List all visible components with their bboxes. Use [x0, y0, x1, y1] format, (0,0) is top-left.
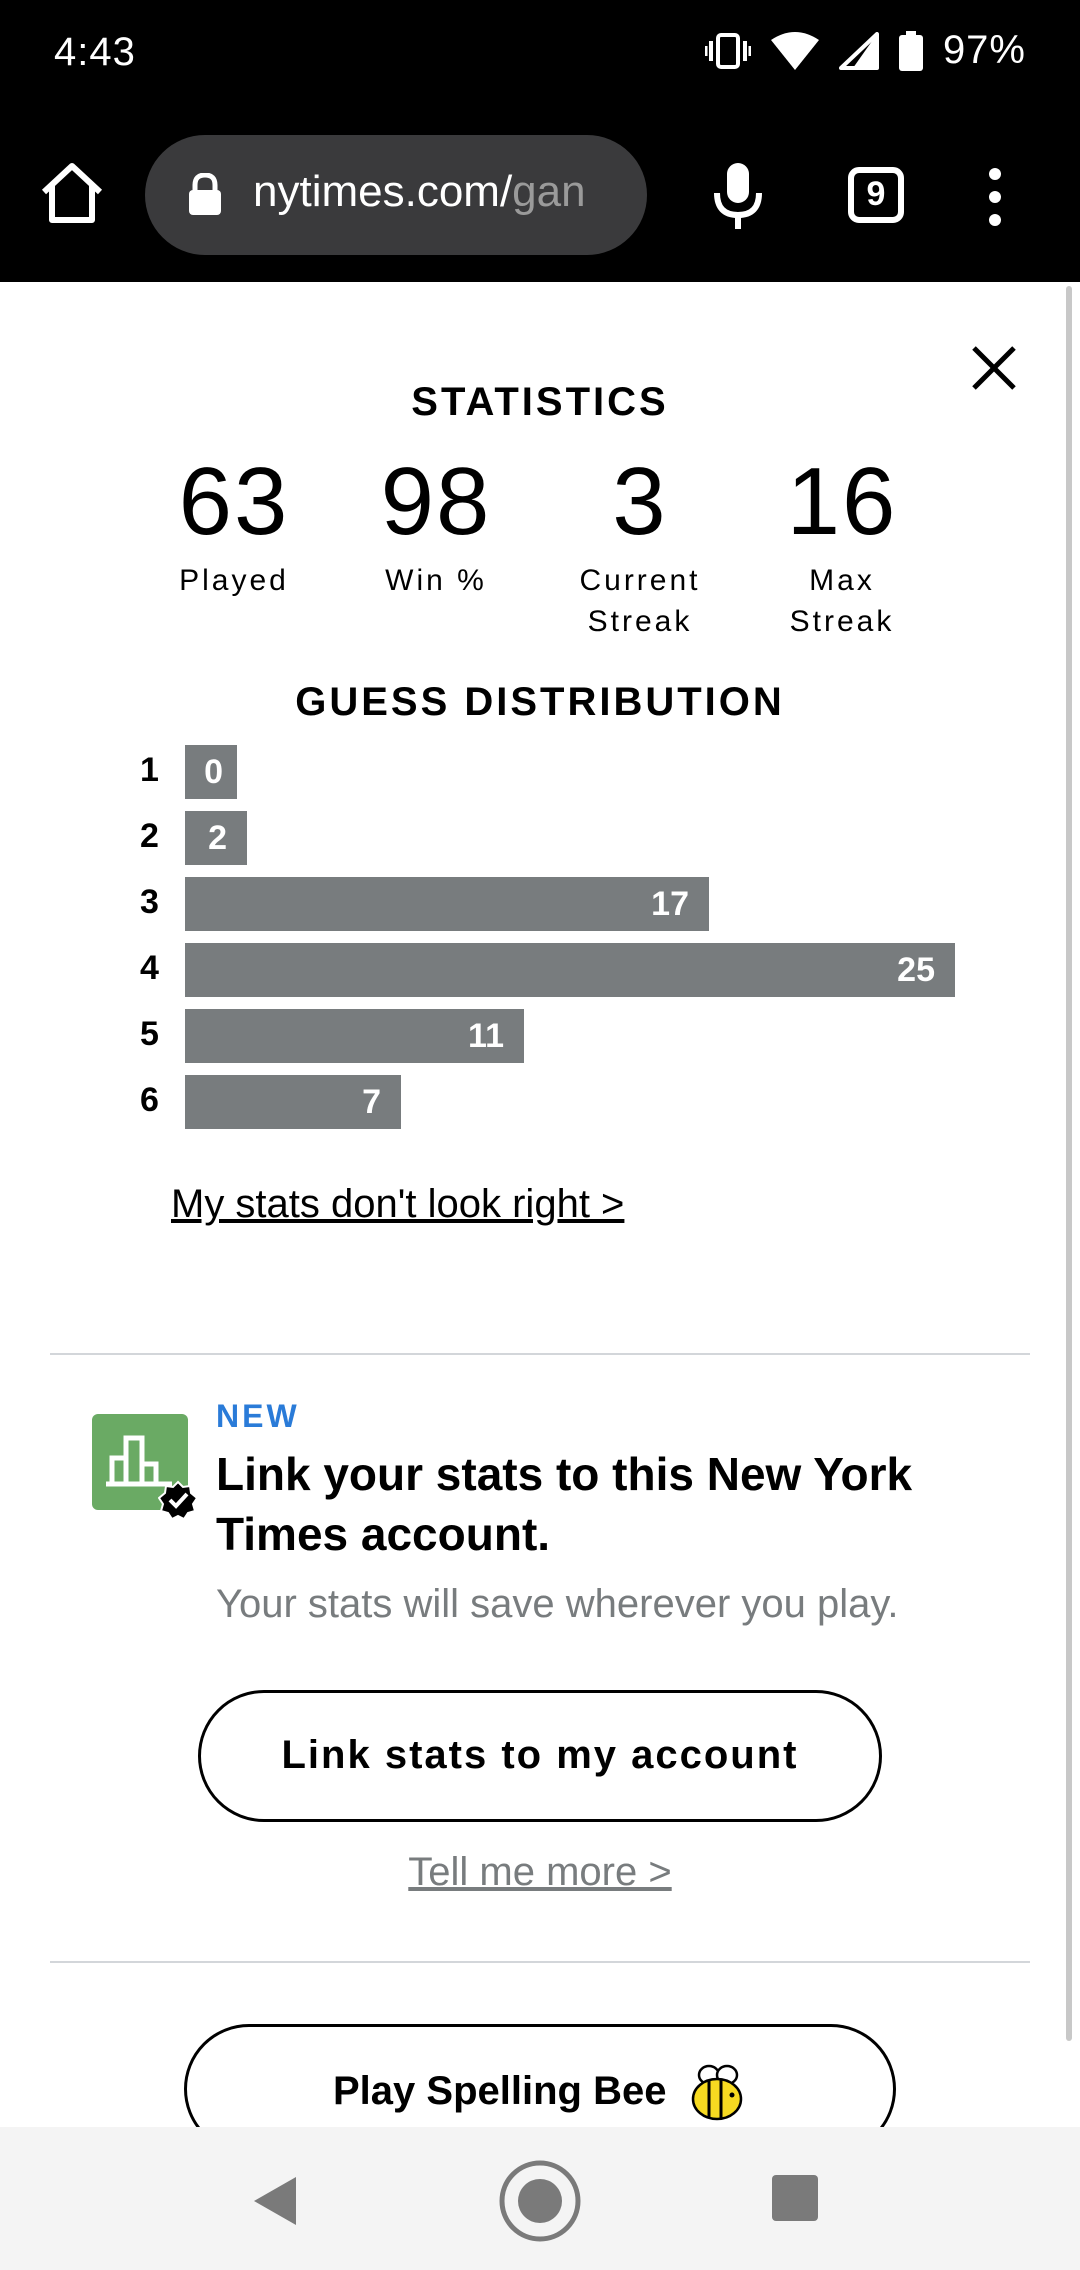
stat-win-percent: 98 Win %	[336, 452, 536, 601]
section-divider	[50, 1961, 1030, 1963]
status-icons: 97%	[704, 28, 1026, 73]
back-icon[interactable]	[252, 2175, 298, 2227]
guess-number: 2	[140, 817, 159, 855]
distribution-row: 1 0	[140, 745, 980, 799]
stat-value: 63	[178, 448, 290, 555]
status-time: 4:43	[54, 30, 136, 74]
new-badge: NEW	[216, 1398, 300, 1434]
distribution-row: 5 11	[140, 1009, 980, 1063]
link-stats-button[interactable]: Link stats to my account	[198, 1690, 882, 1822]
more-menu-icon[interactable]	[980, 167, 1010, 227]
stat-value: 16	[786, 448, 898, 555]
signal-icon	[838, 31, 879, 70]
recent-apps-icon[interactable]	[772, 2175, 818, 2221]
distribution-row: 3 17	[140, 877, 980, 931]
battery-icon	[898, 30, 923, 71]
stat-played: 63 Played	[134, 452, 334, 601]
close-icon[interactable]	[968, 342, 1020, 394]
guess-number: 3	[140, 883, 159, 921]
tell-me-more-link[interactable]: Tell me more >	[408, 1850, 672, 1894]
play-spelling-bee-button[interactable]: Play Spelling Bee	[184, 2024, 896, 2127]
statistics-modal: STATISTICS 63 Played 98 Win % 3 Current S…	[0, 282, 1080, 2127]
stat-label-line1: Max	[809, 564, 875, 597]
vibrate-icon	[704, 32, 751, 69]
stats-problem-link[interactable]: My stats don't look right >	[171, 1182, 625, 1226]
bee-icon	[691, 2064, 743, 2121]
distribution-bar: 0	[185, 745, 237, 799]
distribution-row: 6 7	[140, 1075, 980, 1129]
statistics-heading: STATISTICS	[411, 380, 669, 424]
home-circle-icon[interactable]	[498, 2159, 582, 2243]
guess-number: 1	[140, 751, 159, 789]
url-domain: nytimes.com/	[253, 167, 513, 216]
verified-check-icon	[158, 1480, 198, 1520]
stat-label: Win %	[385, 564, 487, 597]
wifi-icon	[770, 31, 819, 70]
guess-number: 5	[140, 1015, 159, 1053]
system-navigation-bar	[0, 2127, 1080, 2270]
tab-switcher-button[interactable]: 9	[848, 167, 904, 223]
url-bar[interactable]: nytimes.com/gan	[145, 135, 647, 255]
url-path: gan	[512, 167, 586, 216]
distribution-bar: 2	[185, 811, 247, 865]
scrollbar[interactable]	[1066, 286, 1072, 2041]
stat-value: 98	[380, 448, 492, 555]
battery-percentage: 97%	[942, 28, 1026, 72]
distribution-bar: 7	[185, 1075, 401, 1129]
stat-label: Max Streak	[742, 560, 942, 642]
section-divider	[50, 1353, 1030, 1355]
stat-label: Played	[179, 564, 289, 597]
stat-label-line2: Streak	[789, 605, 895, 638]
lock-icon	[189, 173, 221, 215]
distribution-row: 2 2	[140, 811, 980, 865]
stat-label-line2: Streak	[587, 605, 693, 638]
stat-current-streak: 3 Current Streak	[540, 452, 740, 642]
guess-number: 6	[140, 1081, 159, 1119]
guess-distribution-heading: GUESS DISTRIBUTION	[295, 680, 785, 724]
distribution-bar: 25	[185, 943, 955, 997]
spelling-bee-label: Play Spelling Bee	[333, 2069, 667, 2113]
promo-heading: Link your stats to this New York Times a…	[216, 1448, 913, 1560]
microphone-icon[interactable]	[712, 161, 764, 231]
stat-label-line1: Current	[579, 564, 701, 597]
guess-number: 4	[140, 949, 159, 987]
url-text: nytimes.com/gan	[253, 167, 586, 217]
distribution-bar: 11	[185, 1009, 524, 1063]
distribution-row: 4 25	[140, 943, 980, 997]
stat-value: 3	[612, 448, 668, 555]
home-icon[interactable]	[38, 160, 106, 228]
stat-label: Current Streak	[540, 560, 740, 642]
stat-max-streak: 16 Max Streak	[742, 452, 942, 642]
promo-subtext: Your stats will save wherever you play.	[216, 1582, 899, 1626]
status-bar: 4:43 97%	[0, 0, 1080, 115]
distribution-bar: 17	[185, 877, 709, 931]
browser-toolbar: nytimes.com/gan 9	[0, 115, 1080, 282]
